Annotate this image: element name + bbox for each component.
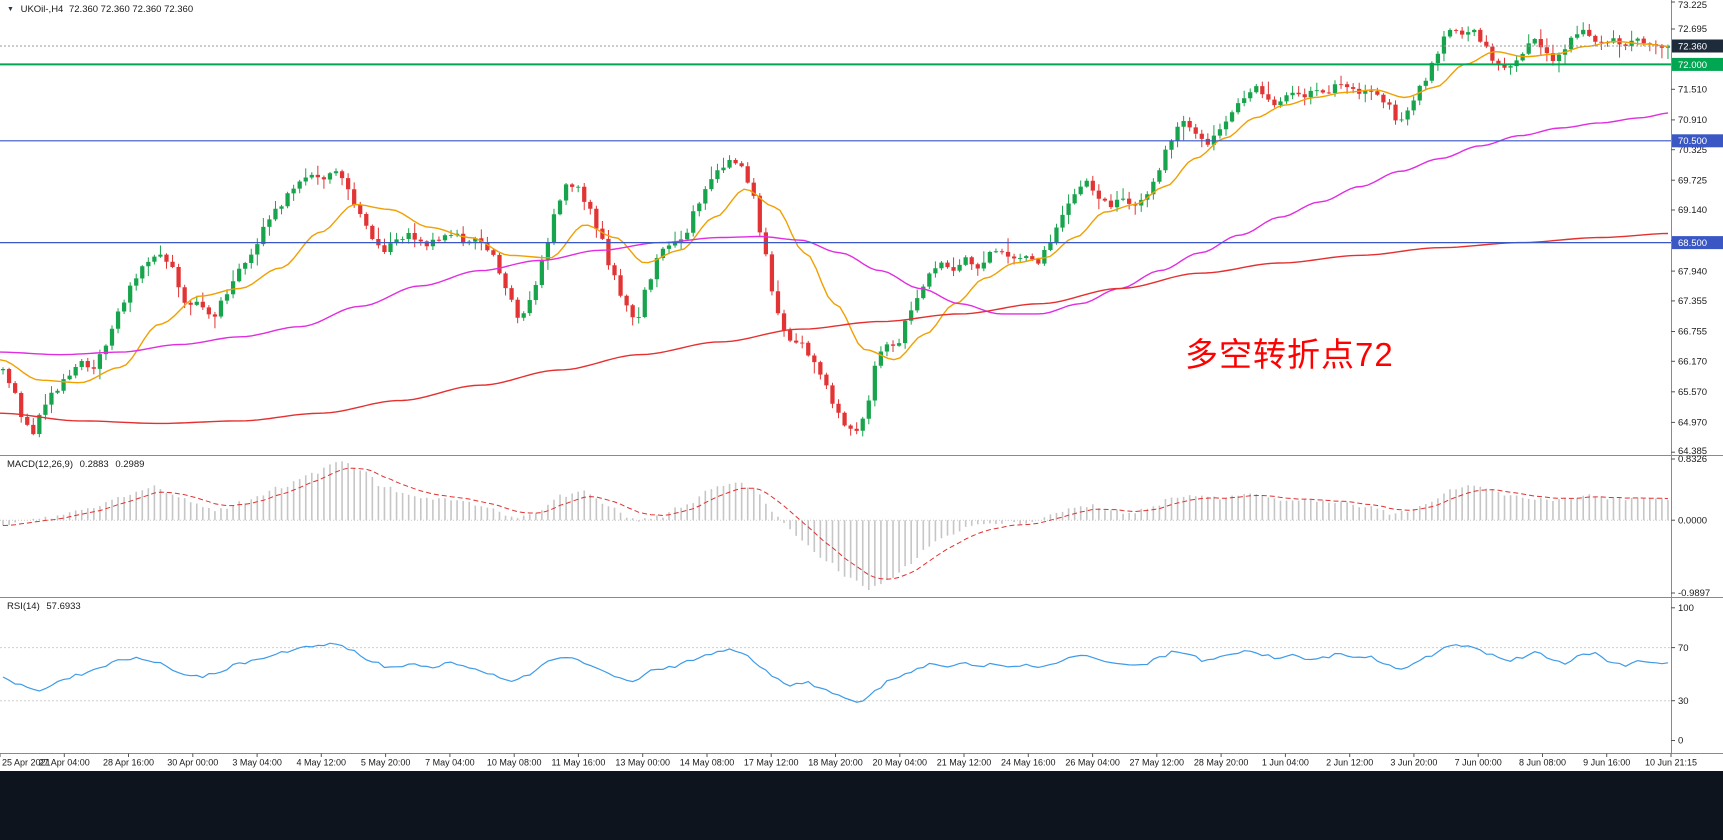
rsi-tick-label: 70 [1678, 643, 1689, 654]
price-tick-label: 67.940 [1678, 266, 1707, 277]
date-tick-label: 27 May 12:00 [1130, 758, 1185, 768]
date-tick-label: 24 May 16:00 [1001, 758, 1056, 768]
svg-text:72.360: 72.360 [1678, 41, 1707, 52]
panel-borders [0, 0, 1723, 754]
rsi-value: 57.6933 [46, 601, 81, 612]
price-badge: 72.360 [1672, 39, 1723, 53]
date-tick-label: 20 May 04:00 [873, 758, 928, 768]
date-tick-label: 5 May 20:00 [361, 758, 411, 768]
price-badge: 72.000 [1672, 57, 1723, 71]
rsi-name: RSI(14) [7, 601, 40, 612]
price-tick-label: 65.570 [1678, 387, 1707, 398]
price-tick-label: 64.385 [1678, 446, 1707, 457]
price-tick-label: 73.225 [1678, 0, 1707, 11]
rsi-tick-label: 30 [1678, 696, 1689, 707]
macd-histogram [2, 461, 1669, 590]
price-scale[interactable]: 73.225 72.695 71.510 70.910 70.325 69.725 69.1… [1671, 0, 1723, 747]
macd-name: MACD(12,26,9) [7, 459, 73, 470]
rsi-indicator-label: RSI(14) 57.6933 [7, 601, 85, 612]
macd-tick-label: 0.0000 [1678, 515, 1707, 526]
date-tick-label: 4 May 12:00 [297, 758, 347, 768]
date-tick-label: 9 Jun 16:00 [1583, 758, 1630, 768]
price-badge: 68.500 [1672, 236, 1723, 250]
date-tick-label: 13 May 00:00 [615, 758, 670, 768]
date-tick-label: 27 Apr 04:00 [39, 758, 90, 768]
candles-layer[interactable] [0, 22, 1671, 438]
macd-indicator-label: MACD(12,26,9) 0.2883 0.2989 [7, 459, 148, 470]
svg-text:72.000: 72.000 [1678, 60, 1707, 71]
bottom-bar [0, 771, 1723, 840]
macd-tick-label: 0.8326 [1678, 454, 1707, 465]
rsi-tick-label: 0 [1678, 736, 1683, 747]
price-tick-label: 67.355 [1678, 296, 1707, 307]
macd-tick-label: -0.9897 [1678, 588, 1710, 599]
date-tick-label: 2 Jun 12:00 [1326, 758, 1373, 768]
date-tick-label: 7 May 04:00 [425, 758, 475, 768]
symbol-name: UKOil-,H4 [20, 4, 64, 15]
price-tick-label: 69.725 [1678, 175, 1707, 186]
date-tick-label: 7 Jun 00:00 [1455, 758, 1502, 768]
date-tick-label: 30 Apr 00:00 [167, 758, 218, 768]
price-tick-label: 70.325 [1678, 145, 1707, 156]
date-tick-label: 26 May 04:00 [1065, 758, 1120, 768]
price-tick-label: 69.140 [1678, 205, 1707, 216]
date-tick-label: 17 May 12:00 [744, 758, 799, 768]
date-tick-label: 3 May 04:00 [232, 758, 282, 768]
ohlc-values: 72.360 72.360 72.360 72.360 [68, 4, 194, 15]
symbol-ohlc-label: ▼ UKOil-,H4 72.360 72.360 72.360 72.360 [7, 4, 196, 15]
macd-signal-value: 0.2989 [115, 459, 145, 470]
svg-text:70.500: 70.500 [1678, 136, 1707, 147]
date-tick-label: 10 May 08:00 [487, 758, 542, 768]
ma-slow-red [0, 232, 1669, 425]
macd-signal-line [3, 467, 1669, 580]
svg-text:68.500: 68.500 [1678, 238, 1707, 249]
price-tick-label: 64.970 [1678, 418, 1707, 429]
ma-mid-magenta [0, 112, 1669, 356]
date-tick-label: 11 May 16:00 [551, 758, 605, 768]
chart-annotation: 多空转折点72 [1185, 336, 1394, 373]
date-tick-label: 18 May 20:00 [808, 758, 863, 768]
date-tick-label: 1 Jun 04:00 [1262, 758, 1309, 768]
price-tick-label: 71.510 [1678, 85, 1707, 96]
price-tick-label: 66.170 [1678, 357, 1707, 368]
date-tick-label: 3 Jun 20:00 [1390, 758, 1437, 768]
date-tick-label: 8 Jun 08:00 [1519, 758, 1566, 768]
price-tick-label: 66.755 [1678, 327, 1707, 338]
date-tick-label: 25 Apr 2021 [2, 758, 51, 768]
chart-canvas[interactable]: 73.225 72.695 71.510 70.910 70.325 69.725 69.1… [0, 0, 1723, 771]
ma-fast-orange [0, 40, 1669, 384]
date-tick-label: 21 May 12:00 [937, 758, 992, 768]
rsi-tick-label: 100 [1678, 603, 1694, 614]
date-tick-label: 10 Jun 21:15 [1645, 758, 1697, 768]
price-tick-label: 70.910 [1678, 115, 1707, 126]
date-tick-label: 14 May 08:00 [680, 758, 735, 768]
date-tick-label: 28 Apr 16:00 [103, 758, 154, 768]
date-tick-label: 28 May 20:00 [1194, 758, 1249, 768]
price-tick-label: 72.695 [1678, 24, 1707, 35]
price-badge: 70.500 [1672, 134, 1723, 148]
rsi-line [2, 642, 1669, 703]
collapse-triangle-icon[interactable]: ▼ [7, 6, 14, 13]
macd-main-value: 0.2883 [79, 459, 109, 470]
